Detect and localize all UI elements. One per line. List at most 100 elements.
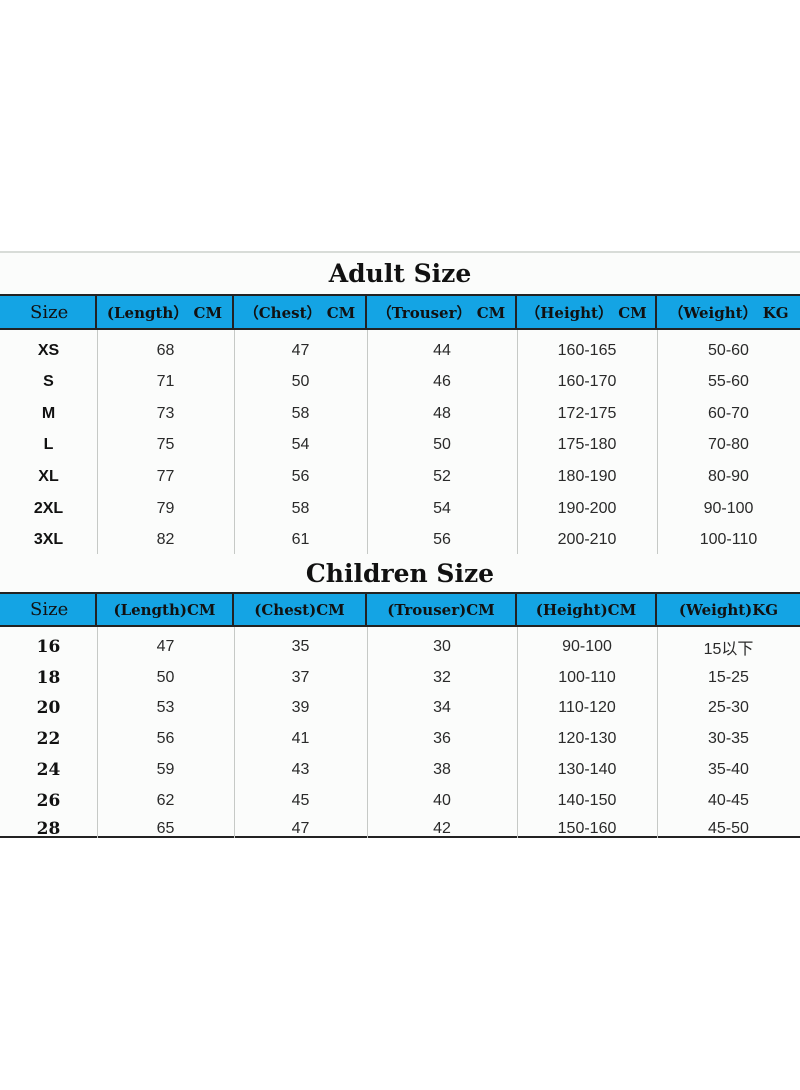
length-cell: 50 — [156, 668, 175, 686]
height-cell: 180-190 — [557, 467, 617, 485]
chest-cell: 35 — [291, 637, 310, 655]
chest-cell: 47 — [291, 341, 310, 359]
weight-cell: 100-110 — [699, 530, 758, 548]
height-cell: 172-175 — [557, 404, 617, 422]
size-cell: S — [43, 372, 54, 390]
chest-cell: 41 — [291, 729, 310, 747]
column-divider — [517, 330, 518, 554]
height-cell: 200-210 — [557, 530, 617, 548]
header-size: Size — [0, 296, 97, 328]
table-row: 20 53 39 34 110-120 25-30 — [0, 692, 800, 723]
weight-cell: 30-35 — [708, 729, 749, 747]
chest-cell: 47 — [291, 819, 310, 837]
weight-cell: 25-30 — [708, 698, 749, 716]
table-row: M 73 58 48 172-175 60-70 — [0, 398, 800, 429]
column-divider — [657, 330, 658, 554]
weight-cell: 45-50 — [708, 819, 749, 837]
table-row: 2XL 79 58 54 190-200 90-100 — [0, 493, 800, 524]
weight-cell: 55-60 — [708, 372, 749, 390]
chest-cell: 50 — [291, 372, 310, 390]
column-divider — [234, 627, 235, 838]
chest-cell: 61 — [291, 530, 310, 548]
trouser-cell: 52 — [433, 467, 451, 485]
weight-cell: 70-80 — [708, 435, 749, 453]
length-cell: 65 — [156, 819, 175, 837]
table-row: S 71 50 46 160-170 55-60 — [0, 366, 800, 397]
table-row: XS 68 47 44 160-165 50-60 — [0, 335, 800, 366]
header-trouser: （Trouser） CM — [367, 296, 517, 328]
length-cell: 79 — [156, 499, 175, 517]
size-cell: 2XL — [33, 499, 64, 517]
children-size-title: Children Size — [305, 559, 495, 588]
weight-cell: 35-40 — [708, 760, 749, 778]
trouser-cell: 34 — [433, 698, 451, 716]
height-cell: 140-150 — [557, 791, 617, 809]
length-cell: 62 — [156, 791, 175, 809]
size-cell: 26 — [36, 790, 61, 811]
table-row: 18 50 37 32 100-110 15-25 — [0, 662, 800, 693]
adult-size-title: Adult Size — [328, 259, 472, 288]
header-chest: (Chest)CM — [234, 594, 367, 625]
trouser-cell: 30 — [433, 637, 451, 655]
header-length: (Length)CM — [97, 594, 234, 625]
height-cell: 160-170 — [557, 372, 617, 390]
height-cell: 90-100 — [562, 637, 612, 655]
table-row: XL 77 56 52 180-190 80-90 — [0, 461, 800, 492]
trouser-cell: 38 — [433, 760, 451, 778]
table-row: 16 47 35 30 90-100 15以下 — [0, 631, 800, 662]
length-cell: 56 — [156, 729, 175, 747]
table-row: L 75 54 50 175-180 70-80 — [0, 429, 800, 460]
header-weight: (Weight)KG — [678, 600, 779, 619]
height-cell: 160-165 — [557, 341, 617, 359]
size-cell: 20 — [36, 697, 61, 718]
size-cell: 3XL — [33, 530, 64, 548]
height-cell: 100-110 — [558, 668, 616, 686]
trouser-cell: 36 — [433, 729, 451, 747]
header-weight: （Weight） KG — [668, 303, 789, 322]
trouser-cell: 48 — [433, 404, 451, 422]
adult-size-table: XS 68 47 44 160-165 50-60 S 71 50 46 160-170 55-60 M… — [0, 330, 800, 554]
weight-cell: 60-70 — [708, 404, 749, 422]
weight-cell: 15-25 — [708, 668, 749, 686]
weight-cell: 15以下 — [703, 640, 754, 658]
column-divider — [367, 330, 368, 554]
length-cell: 71 — [156, 372, 175, 390]
size-cell: L — [43, 435, 54, 453]
height-cell: 175-180 — [557, 435, 617, 453]
height-cell: 120-130 — [557, 729, 617, 747]
header-height: （Height） CM — [517, 296, 657, 328]
header-length: (Length） CM — [97, 296, 234, 328]
chest-cell: 54 — [291, 435, 310, 453]
chest-cell: 58 — [291, 499, 310, 517]
chest-cell: 43 — [291, 760, 310, 778]
header-size: Size — [0, 594, 97, 625]
length-cell: 82 — [156, 530, 175, 548]
column-divider — [517, 627, 518, 838]
chest-cell: 58 — [291, 404, 310, 422]
height-cell: 110-120 — [558, 698, 616, 716]
column-divider — [97, 627, 98, 838]
trouser-cell: 42 — [433, 819, 451, 837]
length-cell: 77 — [156, 467, 175, 485]
length-cell: 75 — [156, 435, 175, 453]
column-divider — [234, 330, 235, 554]
trouser-cell: 44 — [433, 341, 451, 359]
header-height: (Height)CM — [517, 594, 657, 625]
trouser-cell: 40 — [433, 791, 451, 809]
trouser-cell: 50 — [433, 435, 451, 453]
size-chart: Adult Size Size (Length） CM （Chest） CM （Tro… — [0, 251, 800, 839]
table-row: 28 65 47 42 150-160 45-50 — [0, 813, 800, 844]
size-cell: 22 — [36, 728, 61, 749]
trouser-cell: 54 — [433, 499, 451, 517]
length-cell: 53 — [156, 698, 175, 716]
height-cell: 130-140 — [557, 760, 617, 778]
header-chest: （Chest） CM — [234, 296, 367, 328]
size-cell: 18 — [36, 667, 61, 688]
chest-cell: 39 — [291, 698, 310, 716]
chest-cell: 45 — [291, 791, 310, 809]
size-cell: XS — [37, 341, 60, 359]
trouser-cell: 46 — [433, 372, 451, 390]
children-header-row: Size (Length)CM (Chest)CM (Trouser)CM (Heigh… — [0, 592, 800, 627]
length-cell: 73 — [156, 404, 175, 422]
weight-cell: 90-100 — [703, 499, 754, 517]
